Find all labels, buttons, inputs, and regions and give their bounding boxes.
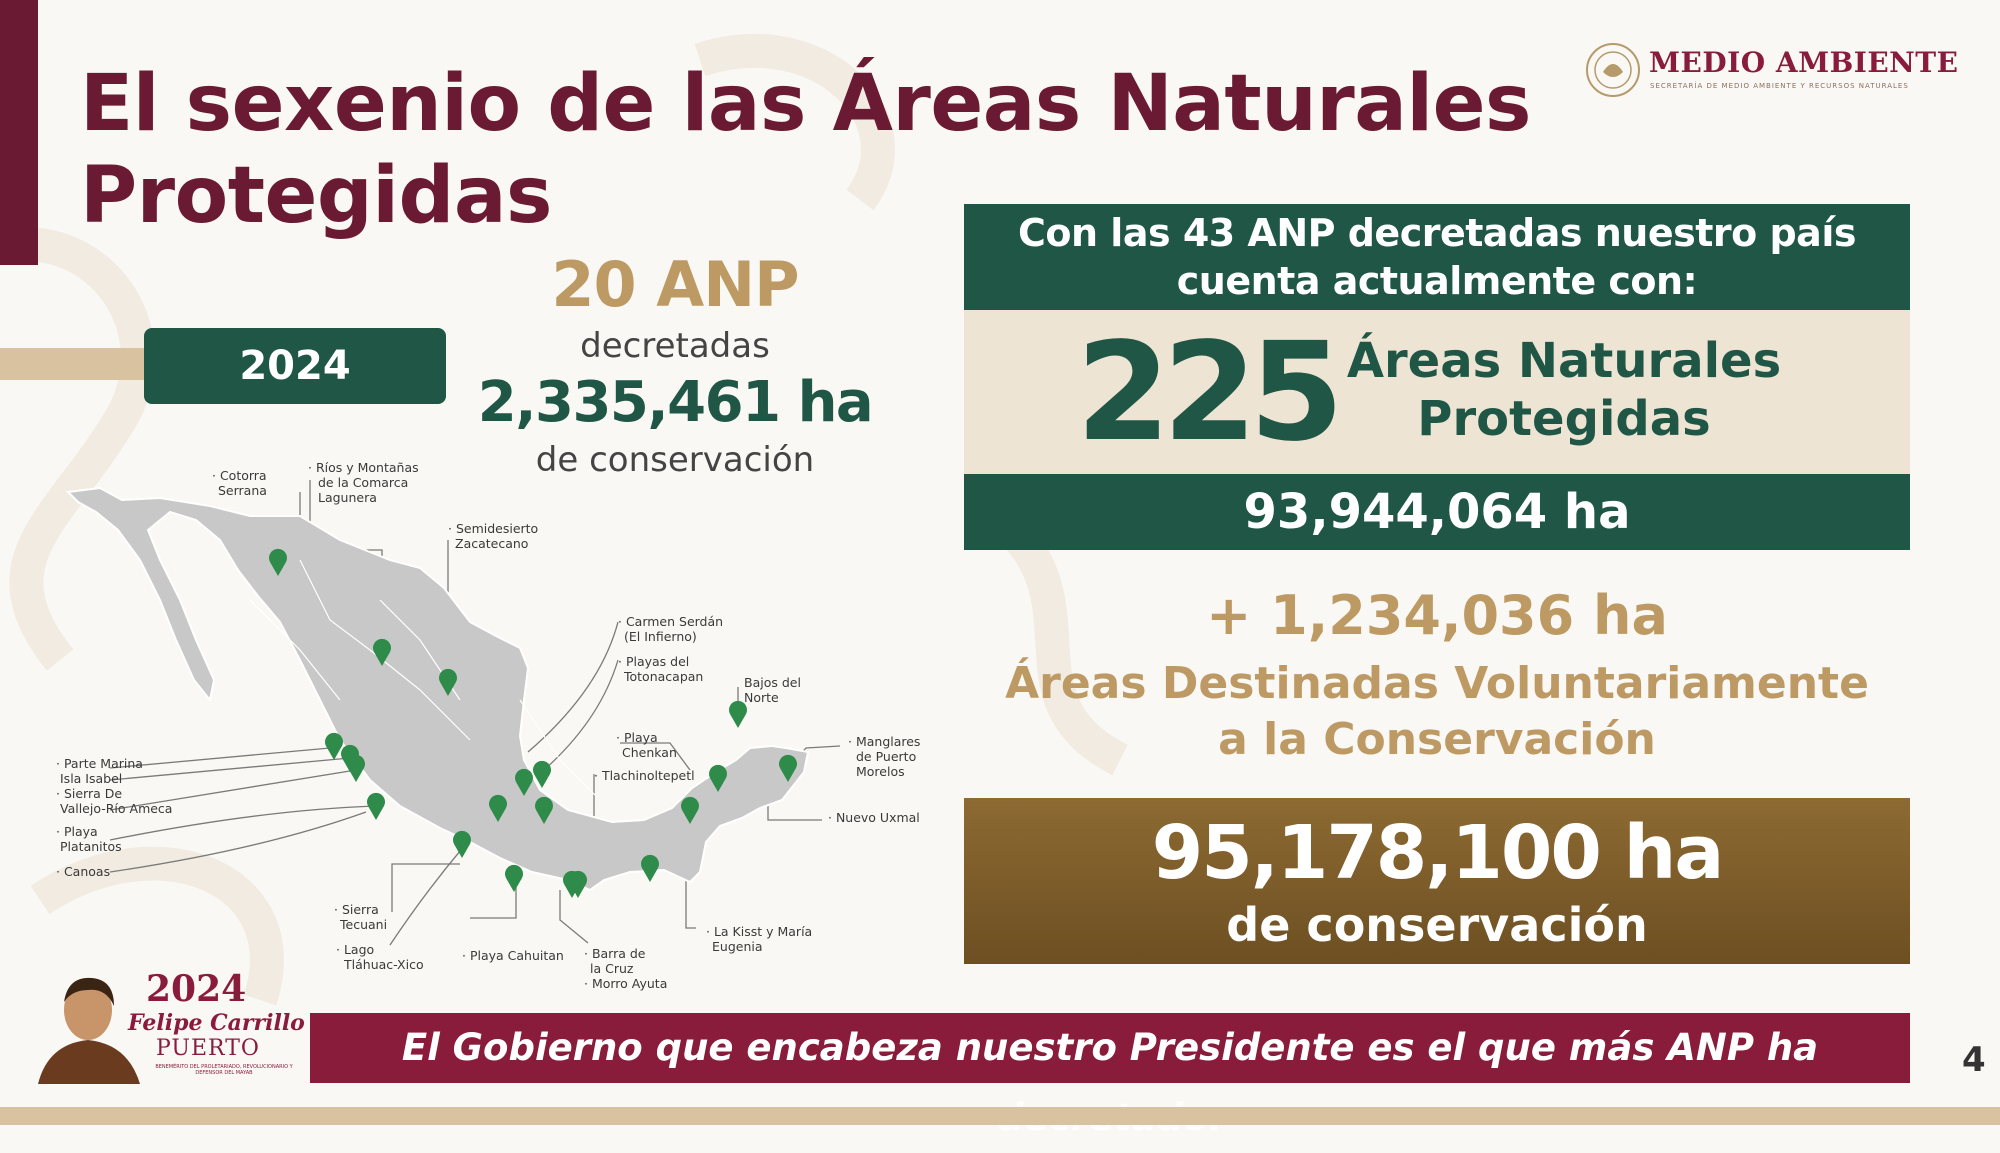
logo-title: MEDIO AMBIENTE xyxy=(1649,46,1959,79)
anp-total-label-line-1: Áreas Naturales xyxy=(1346,333,1782,389)
bottom-banner: El Gobierno que encabeza nuestro Preside… xyxy=(310,1013,1910,1139)
voluntary-label: Áreas Destinadas Voluntariamente a la Co… xyxy=(964,656,1910,768)
portrait-icon xyxy=(38,977,140,1084)
anp-decretadas-label: decretadas xyxy=(580,326,770,366)
left-accent-bar xyxy=(0,0,38,265)
total-label: de conservación xyxy=(1226,898,1648,952)
summary-count-box: 225 Áreas Naturales Protegidas xyxy=(964,310,1910,474)
anp-hectares: 2,335,461 ha xyxy=(477,370,874,435)
summary-header-line-2: cuenta actualmente con: xyxy=(1176,259,1698,303)
anp-conservacion-label: de conservación xyxy=(535,440,815,480)
anp-count: 20 ANP xyxy=(551,248,799,321)
emblem-surname: PUERTO xyxy=(156,1036,260,1061)
svg-text:· Canoas: · Canoas xyxy=(56,864,110,879)
emblem-year: 2024 xyxy=(146,968,247,1010)
summary-header: Con las 43 ANP decretadas nuestro país c… xyxy=(964,204,1910,310)
mexico-silhouette xyxy=(65,486,810,892)
medio-ambiente-logo: MEDIO AMBIENTE SECRETARÍA DE MEDIO AMBIE… xyxy=(1585,42,1965,102)
year-badge: 2024 xyxy=(144,328,446,404)
logo-subtitle: SECRETARÍA DE MEDIO AMBIENTE Y RECURSOS … xyxy=(1650,82,1909,90)
page-title: El sexenio de las Áreas Naturales Proteg… xyxy=(80,58,1531,242)
svg-text:· Nuevo Uxmal: · Nuevo Uxmal xyxy=(828,810,920,825)
emblem-name: Felipe Carrillo xyxy=(128,1010,305,1036)
title-line-1: El sexenio de las Áreas Naturales xyxy=(80,59,1531,149)
svg-text:· Carmen Serdán(El Infierno): · Carmen Serdán (El Infierno) xyxy=(618,614,723,644)
page-number: 4 xyxy=(1962,1040,1986,1080)
anp-total-count: 225 xyxy=(1076,314,1344,472)
voluntary-label-line-1: Áreas Destinadas Voluntariamente xyxy=(1005,658,1869,709)
svg-text:· Tlachinoltepetl: · Tlachinoltepetl xyxy=(594,768,695,783)
total-hectares: 95,178,100 ha xyxy=(1151,810,1725,896)
anp-total-label: Áreas Naturales Protegidas xyxy=(1324,332,1804,448)
bottom-gold-strip xyxy=(0,1107,2000,1125)
emblem-caption: BENEMÉRITO DEL PROLETARIADO, REVOLUCIONA… xyxy=(155,1064,293,1076)
voluntary-hectares: + 1,234,036 ha xyxy=(1206,584,1668,647)
voluntary-label-line-2: a la Conservación xyxy=(1218,714,1656,765)
anp-total-label-line-2: Protegidas xyxy=(1417,391,1711,447)
coat-of-arms-icon xyxy=(1586,43,1640,97)
background-pattern xyxy=(0,33,1128,1006)
svg-text:· Playa Cahuitan: · Playa Cahuitan xyxy=(462,948,564,963)
total-conservation-box: 95,178,100 ha de conservación xyxy=(964,798,1910,964)
title-line-2: Protegidas xyxy=(80,151,552,241)
gold-accent-strip xyxy=(0,348,150,380)
felipe-carrillo-puerto-emblem: 2024 Felipe Carrillo PUERTO BENEMÉRITO D… xyxy=(28,960,305,1090)
summary-header-line-1: Con las 43 ANP decretadas nuestro país xyxy=(1018,211,1856,255)
mexico-map: · Cotorra Serrana · Ríos y Montañas de la … xyxy=(56,460,920,991)
anp-total-hectares: 93,944,064 ha xyxy=(964,474,1910,550)
